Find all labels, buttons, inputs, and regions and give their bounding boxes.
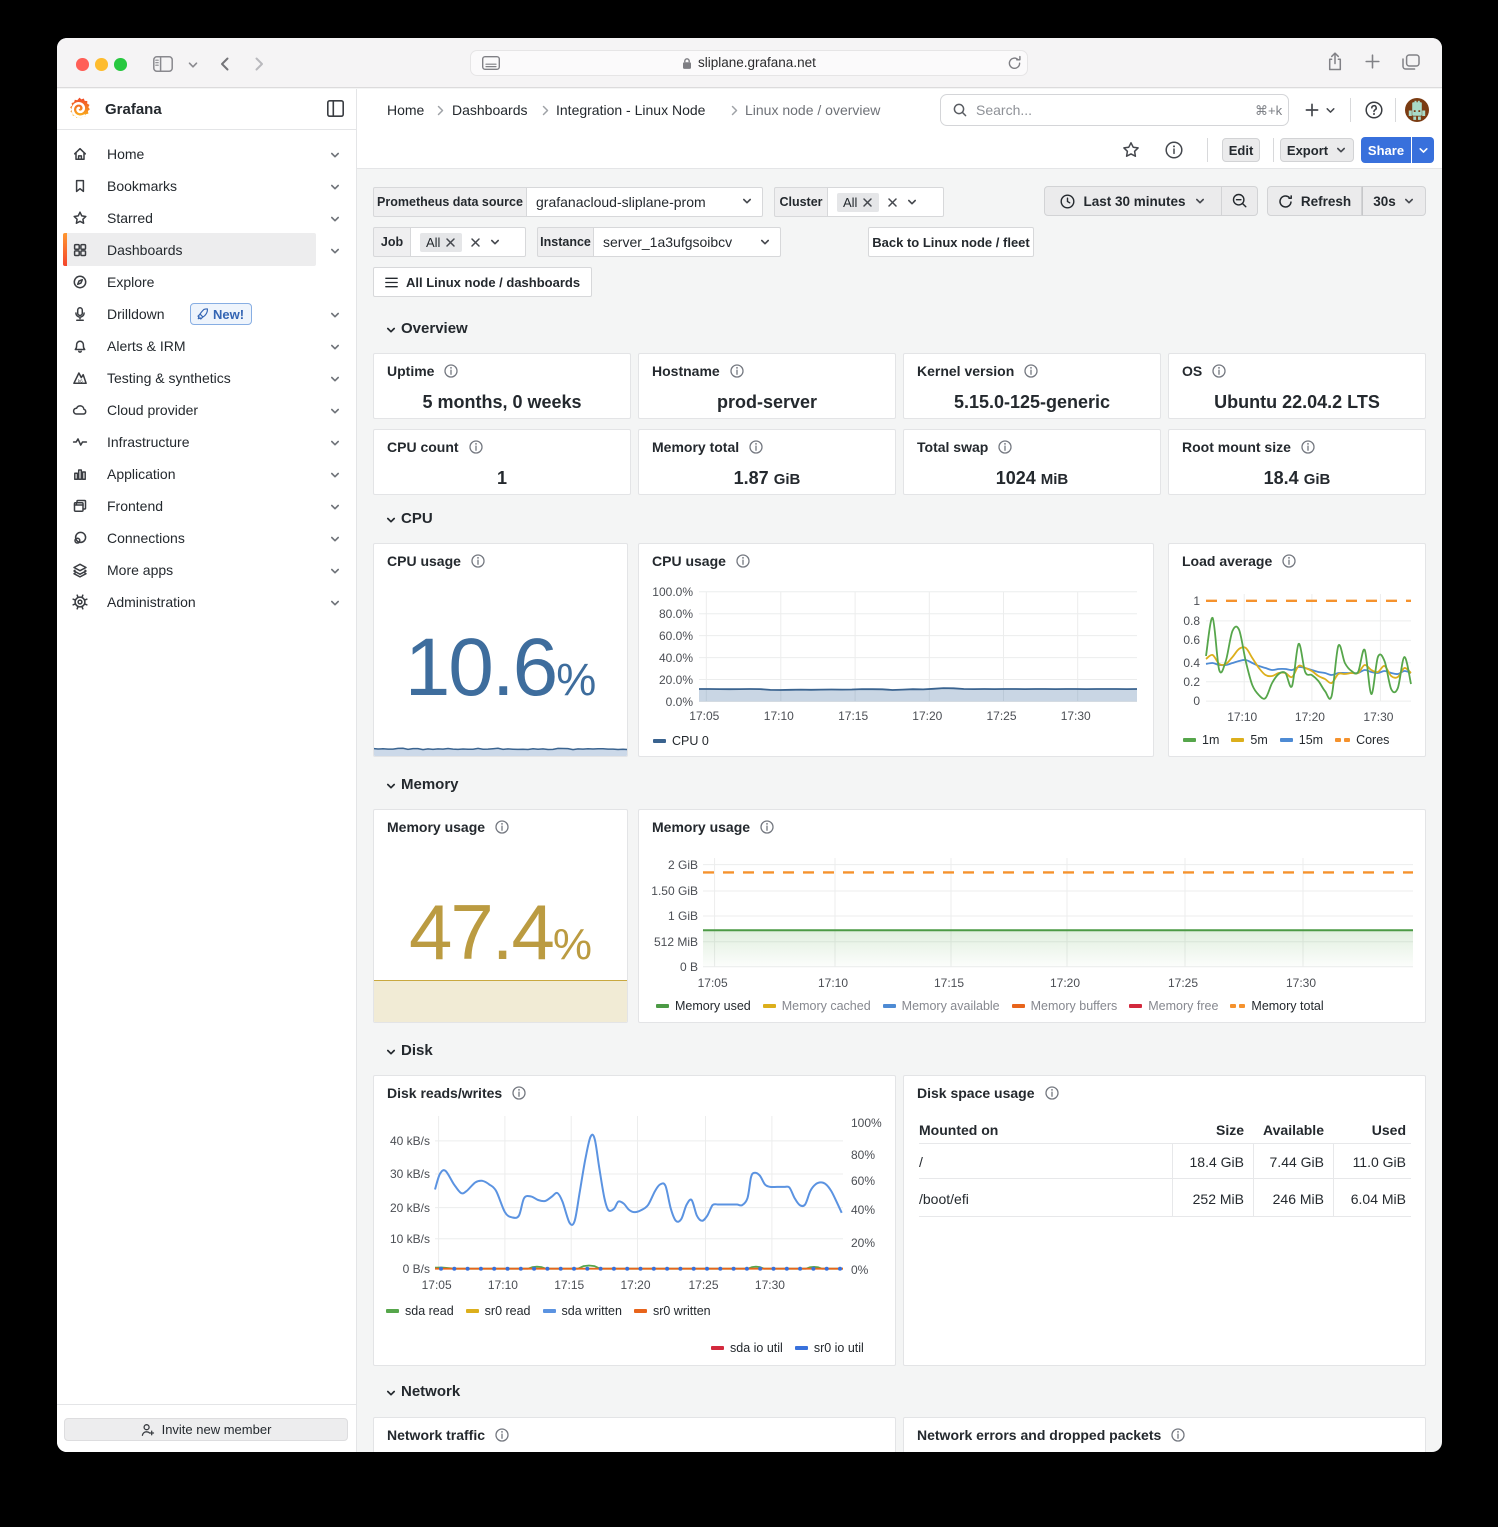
svg-text:k6: k6 [78, 378, 83, 383]
